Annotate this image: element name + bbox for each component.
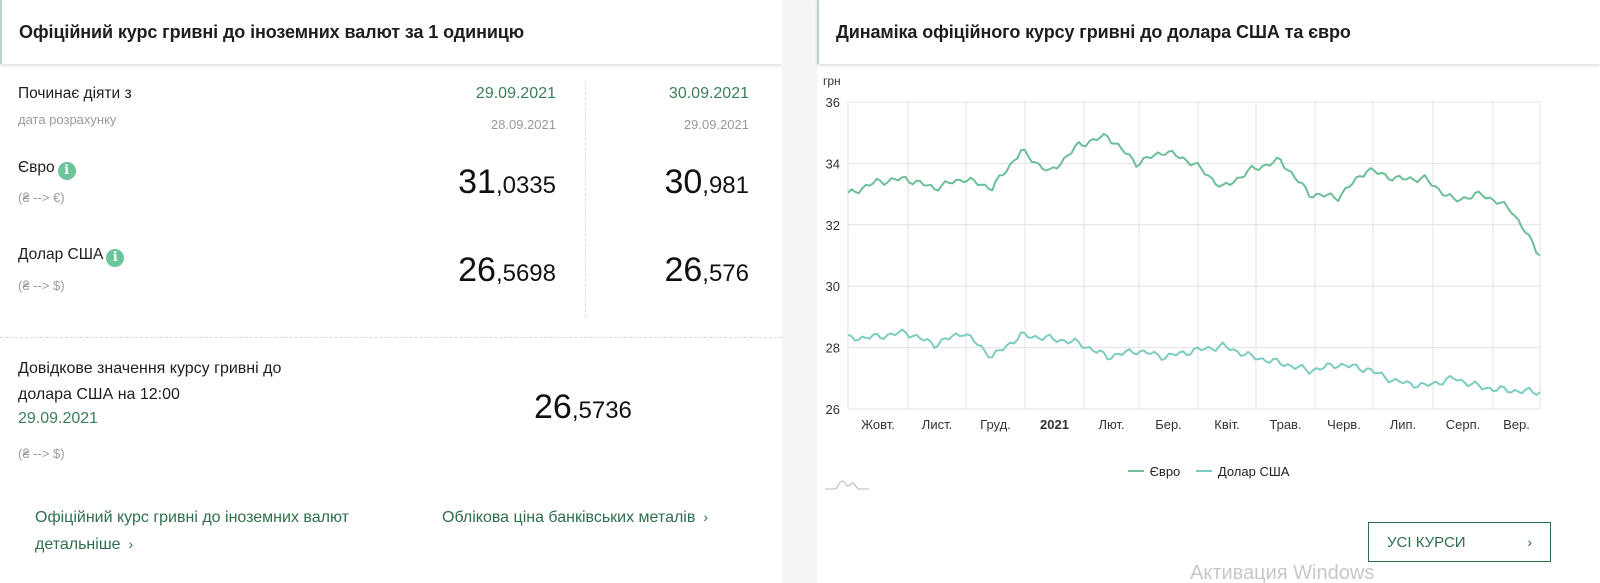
all-rates-button-label: УСІ КУРСИ [1387,533,1466,551]
effective-date-col1: 29.09.2021 [475,85,556,102]
reference-rate-date: 29.09.2021 [18,410,99,427]
official-rates-panel: Офіційний курс гривні до іноземних валют… [0,0,782,583]
rate-value: 31,0335 [458,163,556,202]
legend-line-icon [1195,470,1212,472]
rate-value: 30,981 [664,163,749,202]
rate-dynamics-title: Динаміка офіційного курсу гривні до дола… [836,21,1351,42]
x-tick-label: Бер. [1155,417,1182,432]
x-tick-label: Вер. [1503,417,1530,432]
currency-usd-label: Долар США i [18,246,125,267]
legend-line-icon [1127,470,1144,472]
x-tick-label: Серп. [1446,417,1481,432]
rate-int: 26 [458,251,496,289]
rate-frac: ,981 [702,172,749,199]
y-tick-label: 28 [826,341,840,356]
calc-date-label: дата розрахунку [18,112,117,127]
legend-item-usd[interactable]: Долар США [1195,463,1290,479]
rate-frac: ,576 [702,260,749,287]
currency-name: Євро [18,159,55,176]
reference-rate-label: Довідкове значення курсу гривні до долар… [18,360,282,403]
info-icon[interactable]: i [57,162,76,180]
reference-rate-value: 26,5736 [534,388,632,427]
y-tick-label: 26 [826,402,840,417]
calc-date-col2: 29.09.2021 [683,117,749,132]
legend-label: Долар США [1217,463,1290,479]
all-rates-button[interactable]: УСІ КУРСИ › [1368,522,1551,562]
section-divider [0,337,782,338]
rate-dynamics-header: Динаміка офіційного курсу гривні до дола… [817,0,1600,64]
y-tick-label: 36 [826,95,840,110]
panel-gap [782,0,817,583]
x-tick-label: Квіт. [1214,417,1240,432]
y-tick-label: 34 [826,156,840,171]
currency-euro-label: Євро i [18,159,76,180]
currency-direction: (₴ --> $) [18,278,65,293]
rate-frac: ,5736 [571,397,632,424]
rate-frac: ,0335 [495,172,556,199]
rate-dynamics-panel: Динаміка офіційного курсу гривні до дола… [817,0,1600,583]
windows-activation-watermark: Активация Windows [1190,562,1375,583]
rate-value: 26,5698 [458,251,556,290]
x-tick-label: Трав. [1269,417,1301,432]
link-label: Облікова ціна банківських металів [442,509,696,526]
reference-rate-direction: (₴ --> $) [18,446,65,461]
y-axis-label: грн [823,74,841,88]
rate-frac: ,5698 [495,260,556,287]
line-chart[interactable]: 26 28 30 32 34 36 грн Жовт. Лист. Груд. 2021 Лют. Бе… [817,68,1600,458]
chart-legend: Євро Долар США [817,460,1600,479]
legend-label: Євро [1149,463,1181,479]
x-tick-label: Лют. [1098,417,1124,432]
y-tick-label: 32 [826,218,840,233]
currency-name: Долар США [18,246,104,263]
calc-date-col1: 28.09.2021 [490,117,556,132]
x-tick-label: Жовт. [861,417,895,432]
effective-date-col2: 30.09.2021 [668,85,749,102]
official-rates-details-link[interactable]: Офіційний курс гривні до іноземних валют… [35,504,355,558]
chart-navigator-icon[interactable] [823,478,871,492]
official-rates-title: Офіційний курс гривні до іноземних валют… [19,21,525,42]
legend-item-euro[interactable]: Євро [1127,463,1181,479]
column-divider [585,82,586,317]
info-icon[interactable]: i [106,249,125,267]
currency-direction: (₴ --> €) [18,190,65,205]
chevron-right-icon: › [703,509,709,525]
usd-series-line[interactable] [847,328,1541,396]
rate-value: 26,576 [664,251,749,290]
rate-chart[interactable]: 26 28 30 32 34 36 грн Жовт. Лист. Груд. 2021 Лют. Бе… [817,68,1600,488]
x-tick-label: Лип. [1390,417,1416,432]
x-tick-label: 2021 [1040,417,1069,432]
chevron-right-icon: › [1527,534,1532,550]
starts-label: Починає діяти з [18,85,132,102]
euro-series-line[interactable] [847,132,1541,257]
chevron-right-icon: › [128,536,134,552]
bank-metals-price-link[interactable]: Облікова ціна банківських металів › [442,504,708,531]
x-tick-label: Лист. [922,417,952,432]
rate-int: 31 [458,163,496,201]
official-rates-header: Офіційний курс гривні до іноземних валют… [0,0,782,64]
link-label: Офіційний курс гривні до іноземних валют… [35,509,349,553]
rate-int: 26 [664,251,703,289]
x-tick-label: Черв. [1327,417,1361,432]
x-tick-label: Груд. [980,417,1011,432]
rate-int: 26 [534,388,572,426]
rate-int: 30 [664,163,703,201]
y-tick-label: 30 [826,279,840,294]
